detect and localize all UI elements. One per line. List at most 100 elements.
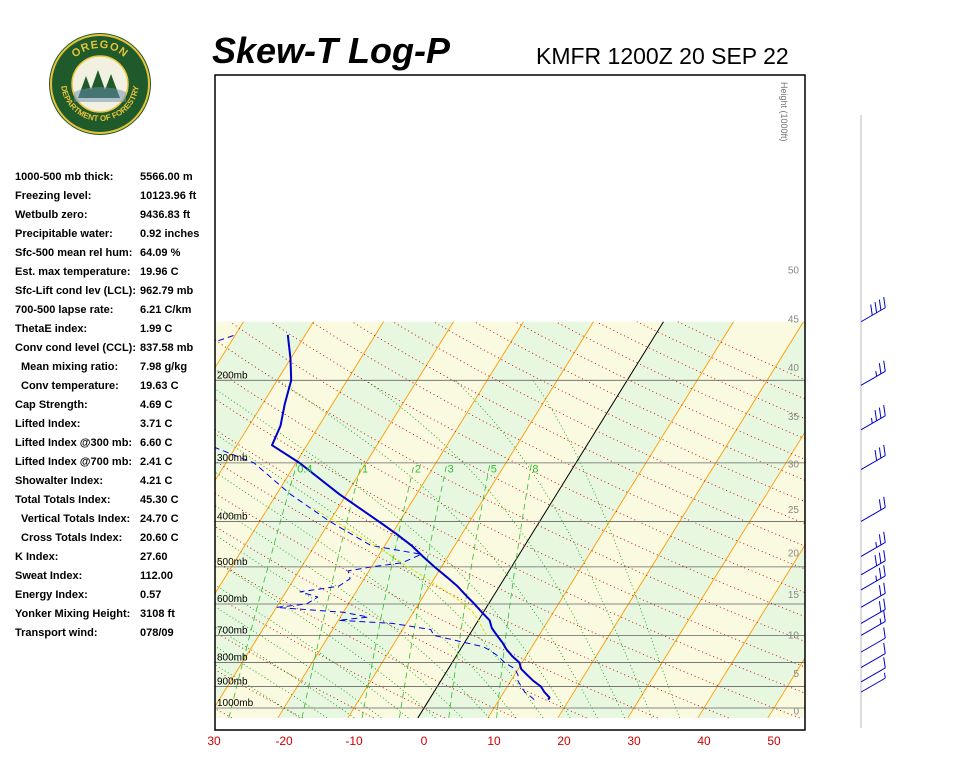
station-time-label: KMFR 1200Z 20 SEP 22 xyxy=(536,43,789,69)
temperature-band xyxy=(215,321,524,718)
temperature-band xyxy=(487,321,804,718)
moist-adiabat xyxy=(278,379,598,719)
index-value: 4.21 C xyxy=(140,475,173,487)
wind-barb-flag xyxy=(883,531,886,543)
x-tick-label: 30 xyxy=(627,734,641,748)
wind-barb xyxy=(860,405,886,431)
wind-barb-flag xyxy=(883,405,886,416)
dry-adiabat xyxy=(0,322,161,718)
isotherm xyxy=(215,321,314,482)
temperature-band xyxy=(838,322,960,718)
wind-barb xyxy=(860,297,886,323)
index-value: 24.70 C xyxy=(140,513,179,525)
wind-barb-half-flag xyxy=(883,672,886,679)
wind-barb-flag xyxy=(878,407,882,419)
index-value: 27.60 xyxy=(140,551,168,563)
index-label: Lifted Index @700 mb: xyxy=(15,456,133,468)
temperature-trace xyxy=(271,334,551,701)
wind-barb-flag xyxy=(878,552,882,564)
isotherm xyxy=(0,322,33,718)
height-tick-label: 0 xyxy=(793,707,799,718)
wind-barb-shaft xyxy=(860,455,886,470)
index-value: 9436.83 ft xyxy=(140,209,191,221)
wind-barb-shaft xyxy=(860,541,886,557)
index-value: 3.71 C xyxy=(140,418,173,430)
wind-barb-flag xyxy=(878,601,882,612)
isotherm xyxy=(838,322,960,718)
index-value: 962.79 mb xyxy=(140,285,194,297)
height-tick-label: 50 xyxy=(788,265,800,276)
mixing-ratio-line xyxy=(448,462,491,718)
wind-barb-flag xyxy=(878,534,882,546)
index-row: Precipitable water: 0.92 inches xyxy=(15,225,215,244)
index-row: Sfc-500 mean rel hum: 64.09 % xyxy=(15,244,215,263)
mixing-ratio-line xyxy=(399,462,448,718)
temperature-band xyxy=(347,321,664,718)
moist-adiabat xyxy=(532,380,680,719)
pressure-label: 500mb xyxy=(217,557,248,568)
wind-barb-flag xyxy=(870,304,873,316)
wind-barb xyxy=(860,657,886,683)
index-label: Mean mixing ratio: xyxy=(21,361,119,373)
height-tick-label: 15 xyxy=(788,590,800,601)
index-row: Freezing level: 10123.96 ft xyxy=(15,187,215,206)
mixing-ratio-line xyxy=(496,462,532,718)
index-label: Precipitable water: xyxy=(15,228,113,240)
height-tick-label: 10 xyxy=(788,630,800,641)
moist-adiabat xyxy=(215,471,517,719)
wind-barb xyxy=(860,531,886,557)
mixing-ratio-label: 2 xyxy=(415,464,421,476)
wind-barb-half-flag xyxy=(870,417,873,424)
wind-barb-flag xyxy=(883,360,886,372)
index-label: Vertical Totals Index: xyxy=(21,513,131,525)
temperature-band xyxy=(0,322,103,718)
temperature-band xyxy=(417,321,734,718)
wind-barb-flag xyxy=(874,449,878,461)
index-row: Showalter Index: 4.21 C xyxy=(15,472,215,491)
wind-barb-half-flag xyxy=(875,542,878,548)
index-label: Sweat Index: xyxy=(15,570,83,582)
index-row: Cross Totals Index: 20.60 C xyxy=(15,529,215,548)
index-value: 4.69 C xyxy=(140,399,173,411)
index-value: 10123.96 ft xyxy=(140,190,197,202)
wind-barb-shaft xyxy=(860,592,886,608)
index-value: 1.99 C xyxy=(140,323,173,335)
index-value: 64.09 % xyxy=(140,247,181,259)
pressure-label: 300mb xyxy=(217,453,248,464)
wind-barb-flag xyxy=(883,496,886,508)
index-row: Lifted Index @300 mb: 6.60 C xyxy=(15,434,215,453)
wind-barb-shaft xyxy=(860,415,886,431)
wind-barb-flag xyxy=(878,499,882,511)
index-value: 112.00 xyxy=(140,570,174,582)
index-row: Sfc-Lift cond lev (LCL): 962.79 mb xyxy=(15,282,215,301)
index-label: ThetaE index: xyxy=(15,323,88,335)
wind-barb-flag xyxy=(878,447,882,459)
mixing-ratio-label: 8 xyxy=(532,464,538,476)
index-value: 19.63 C xyxy=(140,380,179,392)
index-label: Energy Index: xyxy=(15,589,88,601)
index-row: Mean mixing ratio: 7.98 g/kg xyxy=(15,358,215,377)
index-value: 837.58 mb xyxy=(140,342,194,354)
pressure-label: 800mb xyxy=(217,653,248,664)
isotherm xyxy=(697,544,805,719)
wind-barb xyxy=(860,627,886,653)
index-row: Lifted Index @700 mb: 2.41 C xyxy=(15,453,215,472)
index-row: Lifted Index: 3.71 C xyxy=(15,415,215,434)
wind-barb-flag xyxy=(883,582,886,594)
index-row: Total Totals Index: 45.30 C xyxy=(15,491,215,510)
index-row: Est. max temperature: 19.96 C xyxy=(15,263,215,282)
index-value: 2.41 C xyxy=(140,456,173,468)
mixing-ratio-line xyxy=(361,462,415,718)
height-tick-label: 40 xyxy=(788,363,800,374)
isotherm xyxy=(277,321,524,719)
index-value: 0.57 xyxy=(140,589,162,601)
index-row: Wetbulb zero: 9436.83 ft xyxy=(15,206,215,225)
dry-adiabat xyxy=(215,708,232,719)
wind-barb-flag xyxy=(878,299,882,311)
wind-barb-flag xyxy=(883,598,886,610)
isotherm xyxy=(0,322,173,718)
wind-barb-flag xyxy=(883,297,886,308)
moist-adiabat xyxy=(215,560,436,719)
wind-barb xyxy=(860,550,886,576)
index-row: Energy Index: 0.57 xyxy=(15,586,215,605)
